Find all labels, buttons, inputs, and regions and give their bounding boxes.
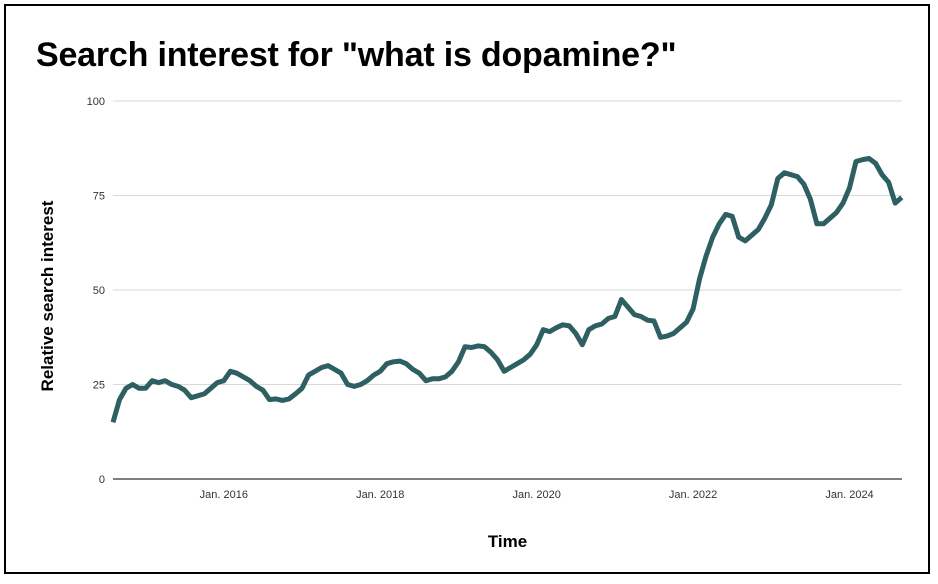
x-tick-label: Jan. 2022 [669,489,717,501]
plot-area [110,156,904,423]
y-tick-labels: 0 25 50 75 100 [87,96,105,486]
chart-title: Search interest for "what is dopamine?" [36,36,677,74]
y-tick-label: 25 [93,380,105,392]
y-tick-label: 0 [99,474,105,486]
y-tick-label: 75 [93,191,105,203]
x-tick-labels: Jan. 2016 Jan. 2018 Jan. 2020 Jan. 2022 Jan.… [200,489,874,501]
x-axis-title: Time [488,532,527,551]
series-line [110,156,904,423]
gridlines [113,100,902,480]
x-tick-label: Jan. 2016 [200,489,248,501]
y-axis-title: Relative search interest [38,200,57,391]
x-tick-label: Jan. 2018 [356,489,404,501]
y-tick-label: 100 [87,96,105,108]
x-tick-label: Jan. 2020 [513,489,561,501]
y-tick-label: 50 [93,285,105,297]
x-tick-label: Jan. 2024 [825,489,873,501]
